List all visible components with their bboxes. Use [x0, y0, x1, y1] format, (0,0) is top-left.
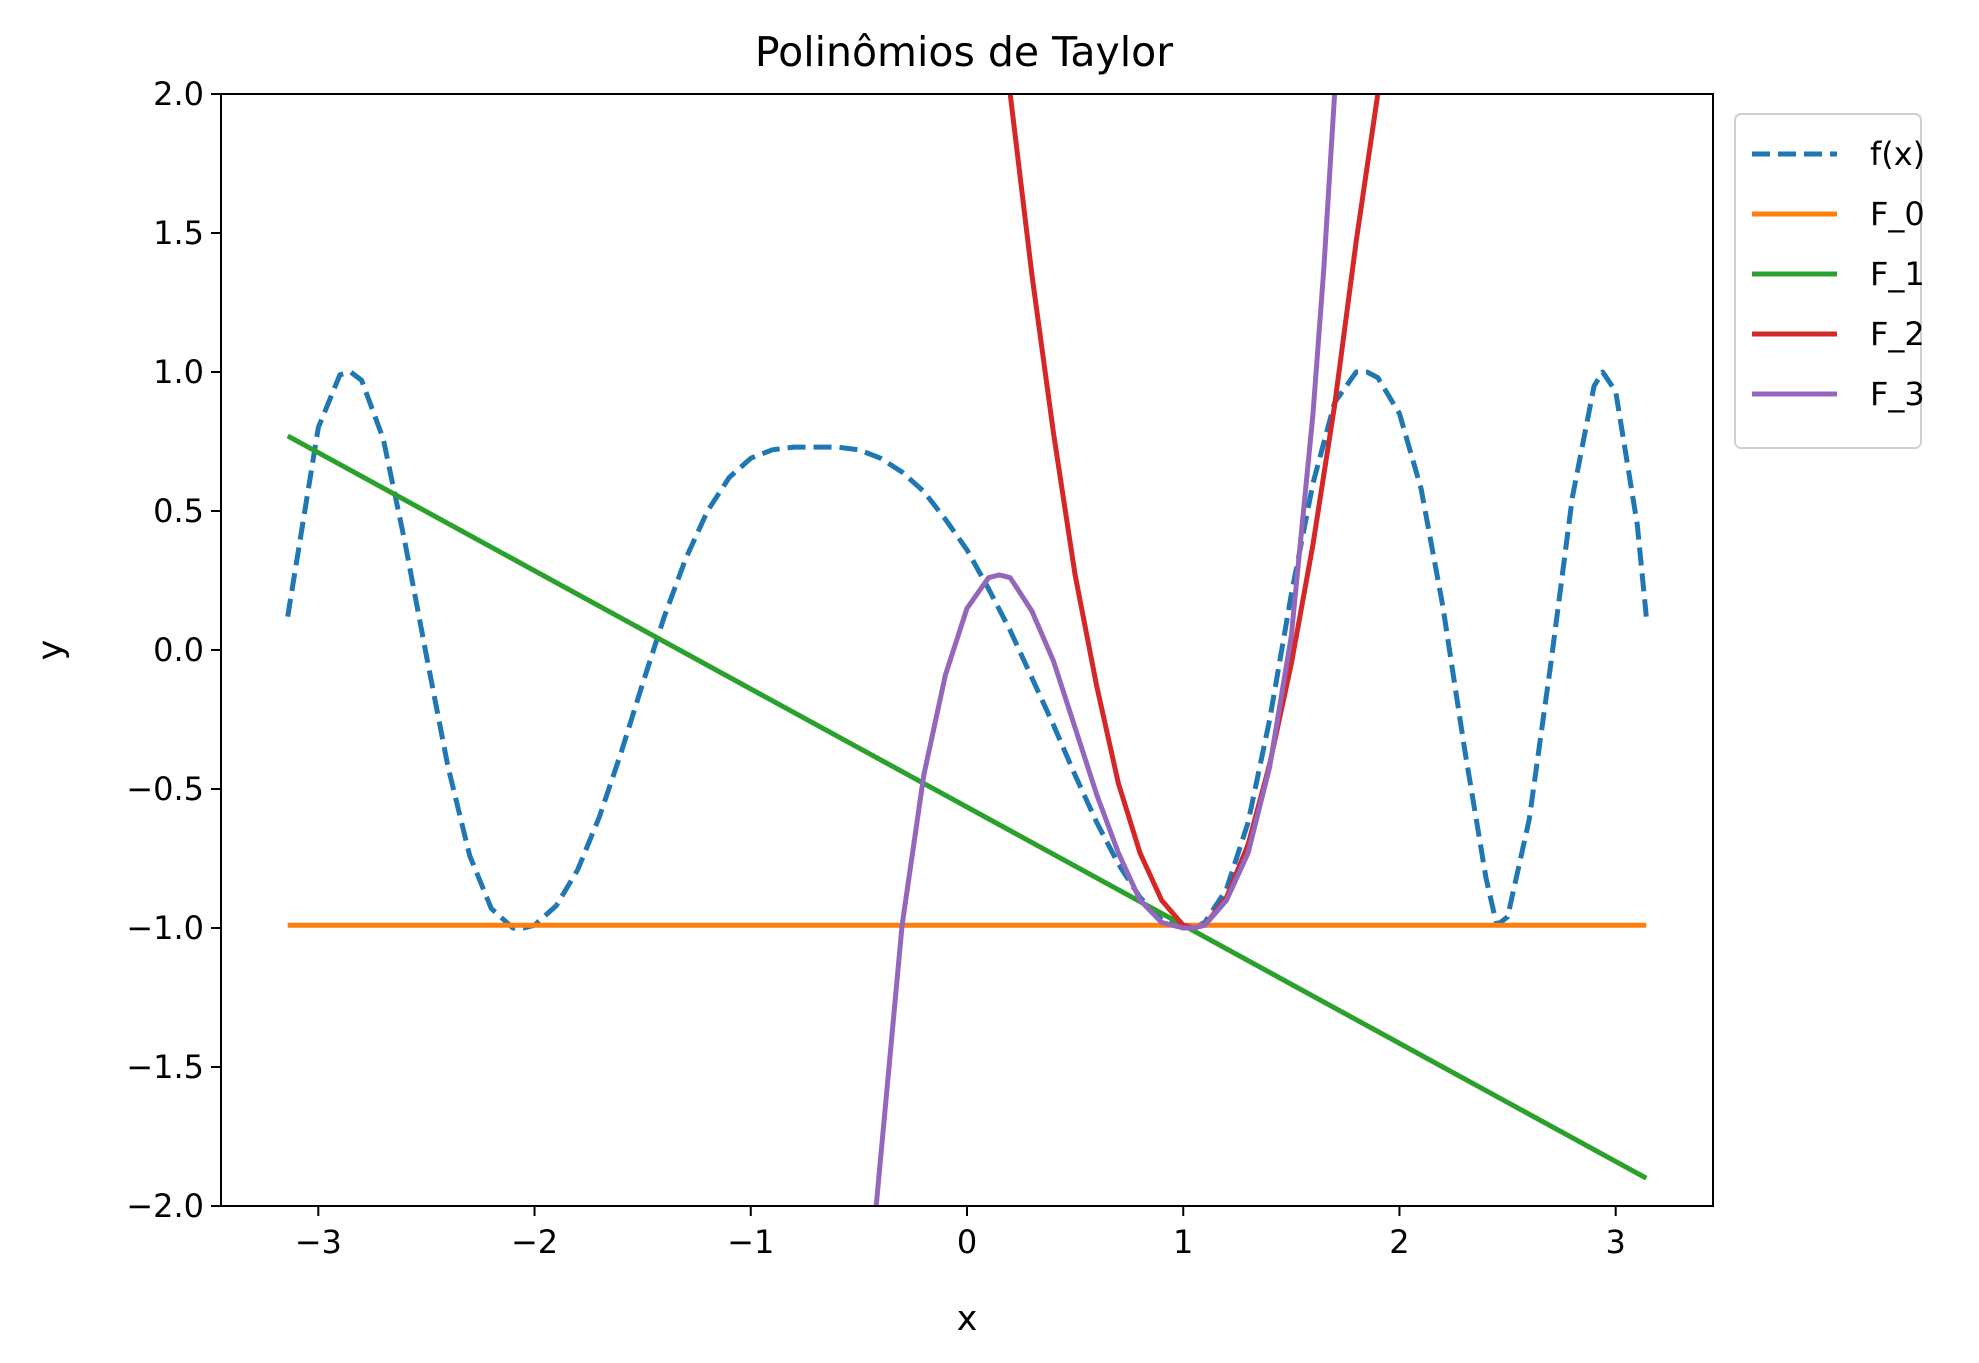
y-tick-label: 2.0 — [153, 75, 204, 113]
x-tick-label: 0 — [957, 1223, 977, 1261]
y-tick-label: −0.5 — [126, 770, 204, 808]
y-tick-label: −2.0 — [126, 1187, 204, 1225]
legend-label-f-3: F_3 — [1870, 375, 1925, 413]
y-tick-label: 0.5 — [153, 492, 204, 530]
plot-area — [220, 93, 1714, 1207]
legend-label-f-1: F_1 — [1870, 255, 1925, 293]
y-tick-label: −1.5 — [126, 1048, 204, 1086]
y-tick-label: −1.0 — [126, 909, 204, 947]
legend-label-f-x: f(x) — [1870, 135, 1925, 173]
chart-title: Polinômios de Taylor — [755, 28, 1173, 76]
x-tick-label: 2 — [1389, 1223, 1409, 1261]
y-tick-label: 1.0 — [153, 353, 204, 391]
y-axis-label: y — [31, 640, 71, 661]
legend-box — [1734, 113, 1922, 449]
plot-background — [221, 94, 1713, 1206]
x-tick-label: 1 — [1173, 1223, 1193, 1261]
x-axis: −3 −2 −1 0 1 2 3 — [295, 1206, 1626, 1261]
legend-label-f-0: F_0 — [1870, 195, 1925, 233]
series-layer — [285, 94, 1649, 1206]
x-tick-label: 3 — [1606, 1223, 1626, 1261]
y-axis: −2.0 −1.5 −1.0 −0.5 0.0 0.5 1.0 1.5 2.0 — [126, 75, 221, 1225]
legend-label-f-2: F_2 — [1870, 315, 1925, 353]
y-tick-label: 1.5 — [153, 214, 204, 252]
series-line-f-3 — [873, 94, 1338, 1206]
series-line-f-x — [285, 369, 1649, 931]
x-tick-label: −1 — [727, 1223, 774, 1261]
x-axis-label: x — [957, 1299, 978, 1339]
legend: f(x) F_0 F_1 F_2 F_3 — [1734, 113, 1925, 449]
x-tick-label: −2 — [511, 1223, 558, 1261]
y-tick-label: 0.0 — [153, 631, 204, 669]
series-line-f-1 — [286, 433, 1648, 1181]
x-tick-label: −3 — [295, 1223, 342, 1261]
